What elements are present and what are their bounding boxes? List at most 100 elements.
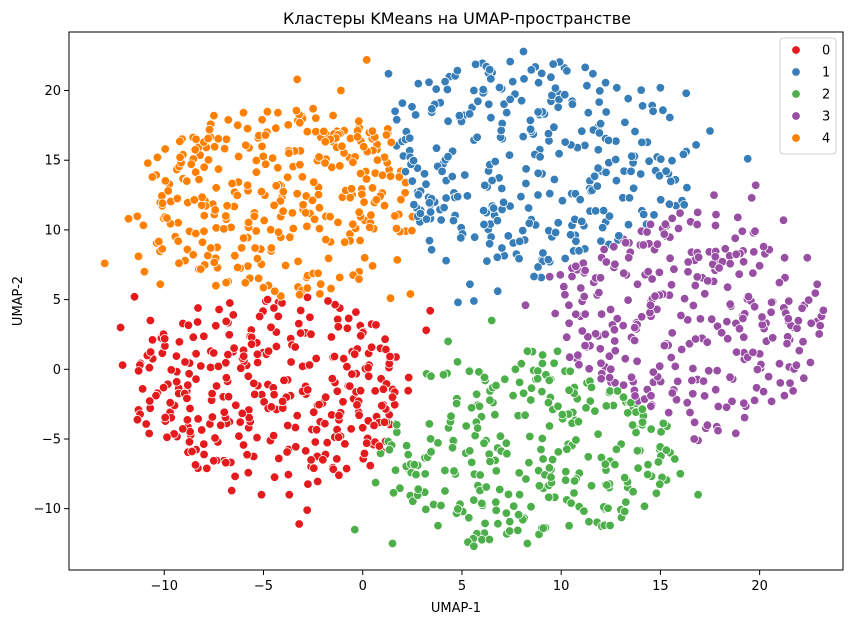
point-cluster-1 <box>431 84 441 94</box>
point-cluster-4 <box>99 258 110 269</box>
point-cluster-0 <box>271 341 282 352</box>
point-cluster-3 <box>774 359 785 369</box>
point-cluster-1 <box>743 154 753 164</box>
point-cluster-1 <box>637 101 648 111</box>
point-cluster-4 <box>199 162 209 172</box>
point-cluster-3 <box>618 320 628 331</box>
point-cluster-2 <box>525 431 535 442</box>
point-cluster-4 <box>257 115 267 125</box>
point-cluster-1 <box>473 96 483 107</box>
point-cluster-1 <box>649 210 659 220</box>
point-cluster-2 <box>544 375 555 386</box>
point-cluster-1 <box>574 246 584 256</box>
point-cluster-4 <box>182 176 192 186</box>
point-cluster-4 <box>352 132 363 142</box>
point-cluster-0 <box>421 325 431 336</box>
point-cluster-3 <box>757 312 767 322</box>
point-cluster-2 <box>491 505 501 516</box>
point-cluster-2 <box>514 377 525 388</box>
point-cluster-0 <box>199 439 209 449</box>
point-cluster-4 <box>284 148 294 158</box>
point-cluster-3 <box>565 352 575 362</box>
point-cluster-2 <box>620 472 630 483</box>
point-cluster-1 <box>453 191 463 202</box>
point-cluster-2 <box>524 457 534 468</box>
point-cluster-3 <box>731 347 742 357</box>
point-cluster-1 <box>577 216 587 227</box>
point-cluster-4 <box>321 234 331 245</box>
point-cluster-3 <box>632 356 642 367</box>
point-cluster-3 <box>645 300 656 310</box>
point-cluster-3 <box>749 247 759 257</box>
x-tick-label: 10 <box>553 579 570 594</box>
point-cluster-0 <box>180 357 190 367</box>
point-cluster-3 <box>725 372 735 382</box>
point-cluster-4 <box>174 258 184 268</box>
point-cluster-4 <box>275 196 286 206</box>
point-cluster-1 <box>472 132 482 143</box>
point-cluster-4 <box>242 123 253 134</box>
point-cluster-0 <box>290 422 301 433</box>
point-cluster-2 <box>611 444 622 455</box>
point-cluster-2 <box>544 492 554 503</box>
point-cluster-1 <box>516 191 526 202</box>
point-cluster-4 <box>257 141 267 152</box>
point-cluster-3 <box>704 366 714 376</box>
point-cluster-0 <box>182 415 193 425</box>
point-cluster-0 <box>238 440 249 450</box>
point-cluster-4 <box>336 85 346 96</box>
point-cluster-3 <box>692 272 703 282</box>
point-cluster-2 <box>453 504 463 514</box>
point-cluster-4 <box>309 177 319 187</box>
point-cluster-0 <box>332 386 343 397</box>
point-cluster-0 <box>425 306 435 316</box>
point-cluster-0 <box>231 400 241 411</box>
point-cluster-3 <box>707 314 717 324</box>
point-cluster-3 <box>713 425 723 436</box>
point-cluster-0 <box>359 448 370 459</box>
point-cluster-3 <box>599 244 609 255</box>
point-cluster-2 <box>387 538 398 549</box>
point-cluster-4 <box>154 236 164 247</box>
point-cluster-0 <box>294 318 304 329</box>
point-cluster-4 <box>326 283 336 294</box>
point-cluster-1 <box>503 231 514 241</box>
point-cluster-2 <box>424 419 435 429</box>
point-cluster-1 <box>470 232 480 242</box>
point-cluster-2 <box>411 469 421 480</box>
point-cluster-2 <box>566 498 576 508</box>
point-cluster-3 <box>815 320 825 331</box>
point-cluster-4 <box>333 217 343 228</box>
point-cluster-2 <box>433 438 443 448</box>
point-cluster-1 <box>593 145 604 155</box>
point-cluster-4 <box>366 210 376 220</box>
point-cluster-3 <box>667 388 678 398</box>
point-cluster-1 <box>518 225 528 236</box>
point-cluster-3 <box>778 215 789 225</box>
point-cluster-3 <box>799 373 809 383</box>
point-cluster-3 <box>626 372 637 383</box>
point-cluster-0 <box>339 353 349 364</box>
point-cluster-1 <box>518 131 528 142</box>
point-cluster-1 <box>452 65 463 76</box>
point-cluster-1 <box>490 156 500 167</box>
point-cluster-3 <box>720 244 731 254</box>
point-cluster-1 <box>537 68 547 79</box>
point-cluster-1 <box>546 72 556 82</box>
point-cluster-3 <box>596 358 606 369</box>
point-cluster-1 <box>626 166 636 177</box>
point-cluster-3 <box>594 287 604 298</box>
point-cluster-4 <box>232 190 243 201</box>
point-cluster-4 <box>400 188 410 198</box>
point-cluster-0 <box>144 363 155 373</box>
point-cluster-4 <box>354 274 364 284</box>
point-cluster-0 <box>178 424 188 434</box>
point-cluster-0 <box>371 320 381 330</box>
point-cluster-3 <box>619 268 629 278</box>
point-cluster-1 <box>427 104 437 114</box>
point-cluster-2 <box>501 508 512 518</box>
point-cluster-1 <box>594 128 605 138</box>
point-cluster-4 <box>300 208 311 218</box>
point-cluster-0 <box>262 294 273 305</box>
point-cluster-3 <box>645 219 656 230</box>
